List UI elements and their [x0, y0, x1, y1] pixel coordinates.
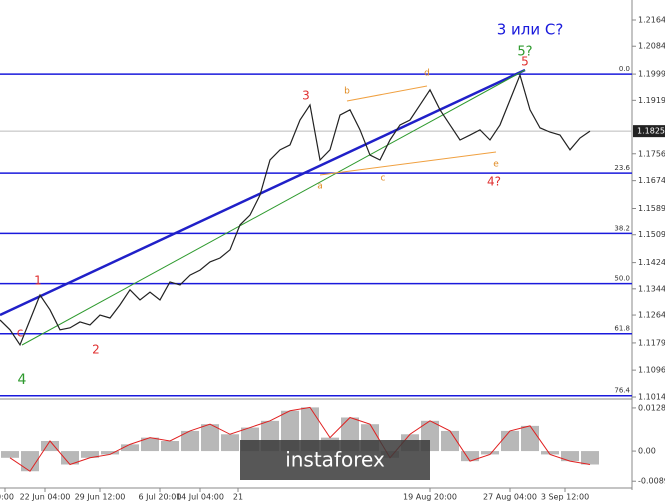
fib-label: 23.6 [614, 164, 630, 172]
trend-line [21, 69, 526, 346]
y-tick-label: 1.1344 [638, 284, 665, 293]
y-tick-label: 1.1919 [638, 96, 665, 105]
wave-label: c [17, 326, 24, 340]
x-tick-label: 21 [233, 493, 243, 502]
x-tick-label: 29 Jun 12:00 [75, 493, 126, 502]
channel-line [346, 85, 428, 102]
fib-label: 61.8 [614, 325, 630, 333]
osc-bar [1, 451, 19, 458]
osc-bar [141, 437, 159, 452]
fib-label: 76.4 [614, 387, 630, 395]
wave-label: c [381, 174, 386, 184]
osc-tick-label: 0.01284 [638, 403, 665, 412]
y-tick-label: 1.2164 [638, 15, 665, 24]
watermark: instaforex [285, 448, 385, 472]
y-tick-label: 1.1756 [638, 149, 665, 158]
fib-label: 0.0 [619, 65, 630, 73]
y-tick-label: 1.1179 [638, 338, 665, 347]
osc-bar [201, 424, 219, 452]
x-tick-label: 0:00 [0, 493, 14, 502]
y-tick-label: 1.1264 [638, 311, 665, 320]
osc-bar [181, 430, 199, 452]
y-tick-label: 1.1096 [638, 366, 665, 375]
osc-bar [501, 430, 519, 452]
x-tick-label: 14 Jul 04:00 [176, 493, 224, 502]
osc-bar [41, 440, 59, 452]
fib-label: 38.2 [614, 224, 630, 232]
fib-label: 50.0 [614, 275, 630, 283]
wave-label: 4? [487, 175, 501, 189]
wave-label: 3 [302, 89, 310, 103]
wave-label: 1 [34, 274, 42, 288]
osc-tick-label: -0.00897 [638, 477, 665, 486]
channel-line [319, 151, 497, 176]
wave-label: d [424, 69, 430, 79]
osc-bar [581, 451, 599, 465]
osc-bar [61, 451, 79, 465]
osc-bar [481, 451, 499, 455]
x-tick-label: 6 Jul 20:00 [139, 493, 182, 502]
y-tick-label: 1.2084 [638, 42, 665, 51]
x-tick-label: 22 Jun 04:00 [20, 493, 71, 502]
osc-bar [221, 434, 239, 452]
y-tick-label: 1.1509 [638, 230, 665, 239]
osc-tick-label: 0.00 [638, 447, 656, 456]
y-tick-label: 1.1589 [638, 204, 665, 213]
wave-label: 4 [18, 372, 27, 388]
osc-bar [561, 451, 579, 462]
osc-line [9, 406, 591, 472]
osc-bar [21, 451, 39, 472]
y-tick-label: 1.1014 [638, 393, 665, 402]
osc-bar [441, 430, 459, 452]
wave-label: 5 [521, 55, 529, 69]
osc-bar [81, 451, 99, 458]
trend-line [0, 68, 526, 317]
last-price-box [633, 125, 665, 138]
wave-label: b [344, 87, 350, 97]
osc-bar [541, 451, 559, 455]
last-price-label: 1.1825 [637, 127, 665, 136]
wave-label: 2 [92, 343, 100, 357]
wave-label: e [493, 160, 499, 170]
osc-bar [121, 444, 139, 452]
osc-bar [101, 451, 119, 455]
wave-label: 5? [517, 45, 532, 60]
y-tick-label: 1.1424 [638, 258, 665, 267]
x-tick-label: 3 Sep 12:00 [541, 493, 589, 502]
wave-label: 3 или C? [497, 21, 564, 39]
wave-label: a [317, 182, 323, 192]
osc-bar [161, 440, 179, 452]
y-tick-label: 1.1674 [638, 176, 665, 185]
x-tick-label: 27 Aug 04:00 [483, 493, 537, 502]
osc-bar [461, 451, 479, 462]
watermark-bg [240, 440, 430, 480]
price-line [0, 73, 591, 347]
x-tick-label: 19 Aug 20:00 [403, 493, 457, 502]
osc-bar [521, 425, 539, 452]
y-tick-label: 1.1999 [638, 70, 665, 79]
